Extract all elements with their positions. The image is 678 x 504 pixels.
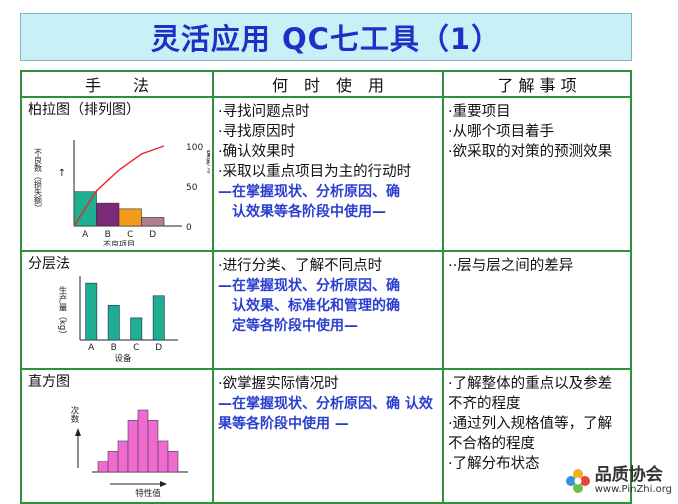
when-list: ·进行分类、了解不同点时 — [214, 252, 442, 276]
x-arrow-head — [160, 481, 167, 487]
header-method: 手 法 — [20, 70, 214, 98]
usage-line: 定等各阶段中使用— — [232, 318, 358, 334]
x-tick-label: D — [149, 230, 156, 240]
histogram-bar — [167, 451, 179, 473]
x-tick-label: C — [133, 343, 139, 353]
strat-bar — [107, 304, 120, 341]
watermark-logo: 品质协会 www.PinZhi.org — [564, 466, 672, 496]
usage-line: 认效果、标准化和管理的确 — [232, 298, 400, 314]
when-cell: ·进行分类、了解不同点时 —在掌握现状、分析原因、确 认效果、标准化和管理的确 … — [212, 250, 444, 370]
histogram-bar — [127, 420, 139, 473]
when-cell: ·寻找问题点时 ·寻找原因时 ·确认效果时 ·采取以重点项目为主的行动时 —在掌握现状… — [212, 96, 444, 252]
right-tick-label: 100 — [186, 143, 203, 153]
when-item: ·进行分类、了解不同点时 — [218, 258, 383, 274]
note-item: ·重要项目 — [448, 104, 511, 120]
when-list: ·寻找问题点时 ·寻找原因时 ·确认效果时 ·采取以重点项目为主的行动时 — [214, 98, 442, 182]
header-when: 何 时 使 用 — [212, 70, 444, 98]
header-row: 手 法 何 时 使 用 了 解 事 项 — [20, 70, 632, 98]
page-title: 灵活应用 QC七工具（1） — [150, 22, 502, 56]
usage-line: 认效果等各阶段中使用— — [232, 204, 386, 220]
note-item: ·从哪个项目着手 — [448, 124, 555, 140]
usage-note: —在掌握现状、分析原因、确 认效果等各阶段中使用— — [218, 182, 438, 222]
note-item: ·通过列入规格值等，了解不合格的程度 — [448, 416, 613, 452]
x-tick-label: A — [88, 343, 95, 353]
method-name: 柏拉图（排列图） — [28, 102, 140, 118]
strat-bar — [152, 295, 165, 341]
cumulative-line — [73, 145, 165, 227]
x-axis-label: 特性值 — [135, 488, 161, 498]
when-item: ·寻找问题点时 — [218, 104, 310, 120]
table-row: 分层法 A B C D 生产量（kg） 设备 ·进行分类、了解不同点时 —在掌握现状、分析… — [20, 250, 632, 370]
pareto-chart: A B C D 100 50 0 累积% 不良数（损失额） ↑ 不良项目 — [34, 140, 215, 249]
watermark-url: www.PinZhi.org — [594, 484, 672, 495]
notes-list: ·了解整体的重点以及参差不齐的程度 ·通过列入规格值等，了解不合格的程度 ·了解分布… — [444, 370, 630, 474]
when-item: ·寻找原因时 — [218, 124, 296, 140]
histogram-bar — [147, 420, 159, 473]
right-axis-label: 累积% — [206, 150, 211, 174]
histogram-bar — [97, 461, 109, 473]
qc-tools-table: 手 法 何 时 使 用 了 解 事 项 柏拉图（排列图） A B C D 100 50 0 累… — [20, 70, 632, 504]
usage-line: —在掌握现状、分析原因、确 — [218, 184, 400, 200]
method-name: 直方图 — [28, 374, 70, 390]
right-tick-label: 0 — [186, 223, 192, 233]
strat-bar — [130, 317, 143, 341]
pareto-bar — [141, 217, 165, 227]
watermark-name: 品质协会 — [594, 465, 663, 485]
x-tick-label: B — [111, 343, 117, 353]
stratification-chart: A B C D 生产量（kg） 设备 — [57, 276, 178, 364]
x-tick-label: B — [105, 230, 111, 240]
y-axis-label: 次数 — [69, 405, 79, 424]
usage-note: —在掌握现状、分析原因、确 认效果、标准化和管理的确 定等各阶段中使用— — [218, 276, 438, 336]
note-item: ·了解分布状态 — [448, 456, 540, 472]
x-tick-label: C — [127, 230, 133, 240]
usage-line: 认效果等各阶段中使用 — — [218, 396, 433, 432]
table-row: 柏拉图（排列图） A B C D 100 50 0 累积% 不良数（损失额） ↑ 不良项目 ·寻找问… — [20, 96, 632, 252]
y-arrow-head — [75, 428, 81, 436]
note-item: ··层与层之间的差异 — [448, 258, 574, 274]
method-cell: 直方图 次数特性值 — [20, 368, 214, 504]
when-item: ·欲掌握实际情况时 — [218, 376, 339, 392]
usage-line: —在掌握现状、分析原因、确 — [218, 278, 400, 294]
when-cell: ·欲掌握实际情况时 —在掌握现状、分析原因、确 认效果等各阶段中使用 — — [212, 368, 444, 504]
pareto-bar — [118, 208, 142, 227]
table-row: 直方图 次数特性值 ·欲掌握实际情况时 —在掌握现状、分析原因、确 认效果等各阶… — [20, 368, 632, 504]
note-item: ·了解整体的重点以及参差不齐的程度 — [448, 376, 613, 412]
histogram-bar — [107, 451, 119, 473]
notes-list: ·重要项目 ·从哪个项目着手 ·欲采取的对策的预测效果 — [444, 98, 630, 162]
when-item: ·确认效果时 — [218, 144, 296, 160]
x-axis-label: 设备 — [114, 353, 132, 364]
notes-list: ··层与层之间的差异 — [444, 252, 630, 276]
pareto-bar — [96, 202, 120, 227]
notes-cell: ·了解整体的重点以及参差不齐的程度 ·通过列入规格值等，了解不合格的程度 ·了解分布… — [442, 368, 632, 504]
when-item: ·采取以重点项目为主的行动时 — [218, 164, 412, 180]
right-tick-label: 50 — [186, 183, 198, 193]
arrow-icon: ↑ — [58, 168, 66, 179]
y-axis-label: 生产量（kg） — [57, 285, 67, 338]
method-cell: 柏拉图（排列图） A B C D 100 50 0 累积% 不良数（损失额） ↑ 不良项目 — [20, 96, 215, 252]
note-item: ·欲采取的对策的预测效果 — [448, 144, 613, 160]
x-tick-label: D — [155, 343, 162, 353]
histogram-bar — [157, 440, 169, 473]
x-tick-label: A — [82, 230, 89, 240]
method-cell: 分层法 A B C D 生产量（kg） 设备 — [20, 250, 214, 370]
x-axis-label: 不良项目 — [103, 239, 135, 246]
histogram-bar — [117, 440, 129, 473]
notes-cell: ··层与层之间的差异 — [442, 250, 632, 370]
strat-bar — [85, 282, 98, 341]
when-list: ·欲掌握实际情况时 — [214, 370, 442, 394]
left-axis-label: 不良数（损失额） — [34, 148, 43, 212]
header-notes: 了 解 事 项 — [442, 70, 632, 98]
histogram-bar — [137, 409, 149, 473]
notes-cell: ·重要项目 ·从哪个项目着手 ·欲采取的对策的预测效果 — [442, 96, 632, 252]
usage-line: —在掌握现状、分析原因、确 — [218, 396, 400, 412]
title-banner: 灵活应用 QC七工具（1） — [20, 13, 632, 61]
usage-note: —在掌握现状、分析原因、确 认效果等各阶段中使用 — — [218, 394, 438, 434]
flower-icon — [565, 469, 590, 493]
method-name: 分层法 — [28, 256, 70, 272]
